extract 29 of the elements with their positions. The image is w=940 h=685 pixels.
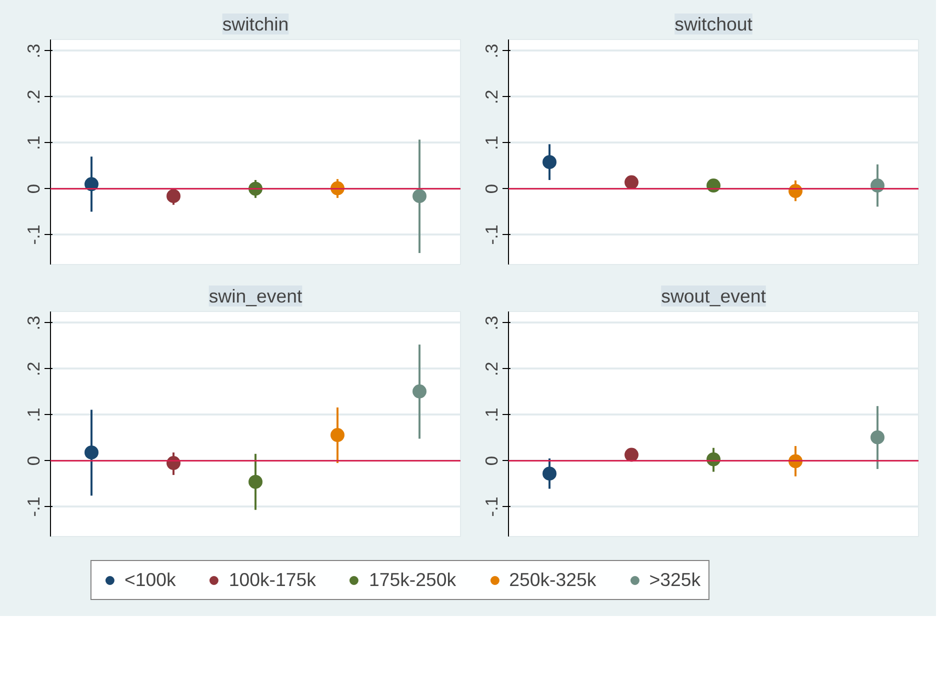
legend-label: 175k-250k <box>368 569 456 591</box>
y-tick-label: -.1 <box>482 224 502 245</box>
y-tick-label: -.1 <box>24 224 44 245</box>
chart-title: switchin <box>222 14 289 34</box>
chart-title: swout_event <box>661 286 767 306</box>
y-tick-label: .1 <box>24 408 44 422</box>
y-tick-label: .2 <box>482 362 502 376</box>
y-tick-label: 0 <box>482 184 502 194</box>
y-tick-label: .3 <box>24 44 44 58</box>
y-tick-label: .3 <box>24 316 44 330</box>
y-tick-label: .2 <box>24 90 44 104</box>
y-tick-label: 0 <box>24 456 44 466</box>
y-tick-label: .1 <box>24 136 44 150</box>
y-tick-label: 0 <box>482 456 502 466</box>
y-tick-label: -.1 <box>24 496 44 517</box>
y-tick-label: .1 <box>482 408 502 422</box>
legend-label: <100k <box>124 569 176 591</box>
y-tick-label: -.1 <box>482 496 502 517</box>
legend-label: 250k-325k <box>509 569 596 591</box>
y-tick-label: .3 <box>482 44 502 58</box>
y-tick-label: .1 <box>482 136 502 150</box>
legend-label: 100k-175k <box>228 569 316 591</box>
y-tick-label: .3 <box>482 316 502 330</box>
y-tick-label: .2 <box>482 90 502 104</box>
chart-title: switchout <box>674 14 754 34</box>
y-tick-label: .2 <box>24 362 44 376</box>
chart-title: swin_event <box>208 286 303 306</box>
y-tick-label: 0 <box>24 184 44 194</box>
legend-label: >325k <box>649 569 701 591</box>
